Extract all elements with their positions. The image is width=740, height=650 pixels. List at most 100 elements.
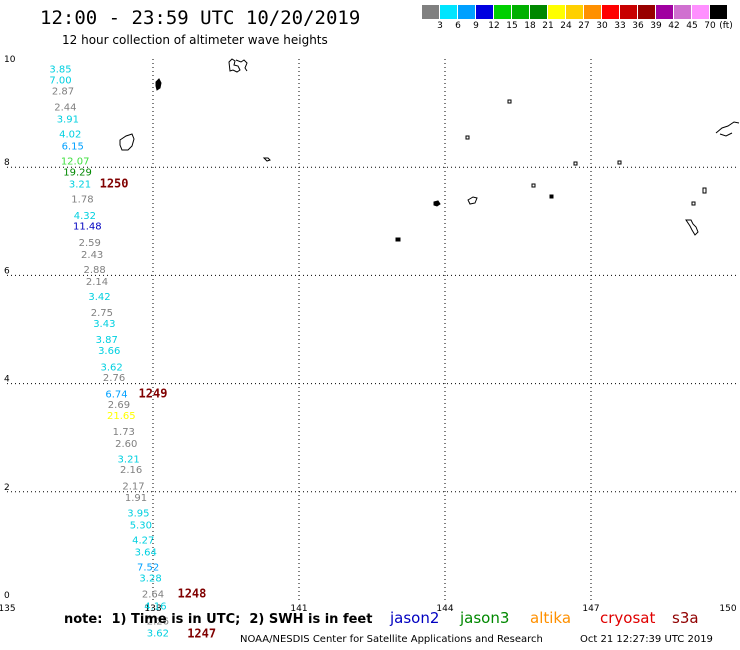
color-scale-swatch (710, 5, 727, 19)
generated-timestamp: Oct 21 12:27:39 UTC 2019 (580, 634, 713, 645)
wave-height-value: 19.29 (63, 168, 92, 179)
color-scale-label: 33 (614, 21, 626, 31)
color-scale-swatch (494, 5, 511, 19)
wave-height-value: 1.91 (125, 493, 147, 504)
wave-height-value: 1.78 (71, 195, 93, 206)
wave-height-value: 3.62 (101, 362, 123, 373)
wave-height-value: 2.16 (120, 465, 142, 476)
x-tick-label: 150 (719, 604, 736, 614)
color-scale-swatch (638, 5, 655, 19)
wave-height-value: 4.02 (59, 130, 81, 141)
wave-height-value: 2.64 (142, 590, 164, 601)
y-tick-label: 4 (4, 375, 10, 385)
wave-height-value: 2.60 (115, 439, 137, 450)
wave-height-value: 3.66 (98, 346, 120, 357)
color-scale-label: 45 (686, 21, 698, 31)
color-scale-label: 42 (668, 21, 680, 31)
color-scale-label: 18 (524, 21, 536, 31)
wave-height-value: 3.43 (93, 319, 115, 330)
satellite-legend-cryosat: cryosat (600, 609, 656, 627)
wave-height-value: 2.14 (86, 277, 108, 288)
color-scale-label: 15 (506, 21, 518, 31)
wave-height-value: 3.28 (139, 573, 161, 584)
wave-height-value: 3.85 (49, 65, 71, 76)
color-scale-swatch (548, 5, 565, 19)
satellite-legend-jason3: jason3 (460, 609, 510, 627)
color-scale-label: 21 (542, 21, 554, 31)
wave-height-value: 5.30 (130, 520, 152, 531)
footnote: note: 1) Time is in UTC; 2) SWH is in fe… (64, 612, 373, 627)
wave-height-value: 2.75 (91, 308, 113, 319)
wave-height-value: 1.73 (113, 427, 135, 438)
color-scale-label: 24 (560, 21, 572, 31)
credit-line: NOAA/NESDIS Center for Satellite Applica… (240, 634, 543, 645)
wave-height-value: 3.87 (96, 335, 118, 346)
x-tick-label: 138 (144, 604, 161, 614)
satellite-legend-altika: altika (530, 609, 572, 627)
color-scale-label: 6 (455, 21, 461, 31)
y-tick-label: 0 (4, 591, 10, 601)
wave-height-value: 3.95 (127, 508, 149, 519)
color-scale-label: 70 (704, 21, 716, 31)
color-scale-swatch (584, 5, 601, 19)
pass-number-label: 1250 (100, 176, 129, 190)
chart-subtitle: 12 hour collection of altimeter wave hei… (62, 33, 328, 47)
orbit-pass-labels: 1250 1249 1248 1247 (100, 176, 217, 640)
color-scale-swatch (602, 5, 619, 19)
color-scale-label: 27 (578, 21, 590, 31)
wave-height-value: 11.48 (73, 222, 102, 233)
y-tick-label: 8 (4, 158, 10, 168)
wave-height-value: 6.74 (105, 389, 127, 400)
wave-height-value: 2.87 (52, 86, 74, 97)
x-tick-label: 141 (290, 604, 307, 614)
color-scale-swatch (620, 5, 637, 19)
wave-height-value: 6.15 (62, 142, 84, 153)
wave-height-value: 2.76 (103, 373, 125, 384)
wave-height-value: 4.16 (144, 601, 166, 612)
x-tick-label: 147 (582, 604, 599, 614)
wave-height-value: 2.44 (54, 103, 76, 114)
color-scale-swatch (656, 5, 673, 19)
color-scale-label: 9 (473, 21, 479, 31)
wave-height-value: 3.21 (69, 179, 91, 190)
wave-height-value: 7.00 (49, 76, 71, 87)
color-scale-unit: (ft) (719, 21, 733, 31)
coastline-islands (119, 58, 740, 242)
color-scale-swatch (566, 5, 583, 19)
wave-height-value: 2.69 (108, 400, 130, 411)
y-tick-label: 10 (4, 55, 16, 65)
lat-lon-grid (7, 59, 737, 600)
wave-height-value: 2.26 (147, 617, 169, 628)
color-scale-swatch (476, 5, 493, 19)
pass-number-label: 1248 (177, 587, 206, 601)
color-scale-swatch (692, 5, 709, 19)
wave-height-value: 2.88 (83, 265, 105, 276)
x-tick-label: 135 (0, 604, 16, 614)
x-tick-label: 144 (436, 604, 453, 614)
color-scale-swatch (512, 5, 529, 19)
color-scale-swatch (530, 5, 547, 19)
color-scale-label: 3 (437, 21, 443, 31)
axis-tick-labels: 135 138 141 144 147 150 0 2 4 6 8 10 (0, 55, 737, 614)
pass-number-label: 1247 (187, 627, 216, 641)
wave-height-value: 3.62 (147, 628, 169, 639)
color-scale-swatch (422, 5, 439, 19)
color-scale-label: 39 (650, 21, 662, 31)
wave-height-value: 2.43 (81, 250, 103, 261)
wave-height-observations: 3.857.002.872.443.914.026.1512.0719.293.… (49, 65, 169, 640)
wave-height-value: 3.91 (57, 115, 79, 126)
wave-height-value: 2.59 (79, 238, 101, 249)
satellite-legend-jason2: jason2 (390, 609, 440, 627)
wave-height-value: 3.64 (135, 547, 157, 558)
color-scale-swatch (458, 5, 475, 19)
wave-height-value: 3.21 (118, 454, 140, 465)
wave-height-value: 4.27 (132, 535, 154, 546)
y-tick-label: 2 (4, 483, 10, 493)
color-scale-label: 30 (596, 21, 608, 31)
wave-height-value: 7.52 (137, 562, 159, 573)
satellite-legend-s3a: s3a (672, 609, 699, 627)
wave-height-value: 4.32 (74, 211, 96, 222)
color-scale-swatch (440, 5, 457, 19)
wave-height-value: 2.17 (122, 481, 144, 492)
